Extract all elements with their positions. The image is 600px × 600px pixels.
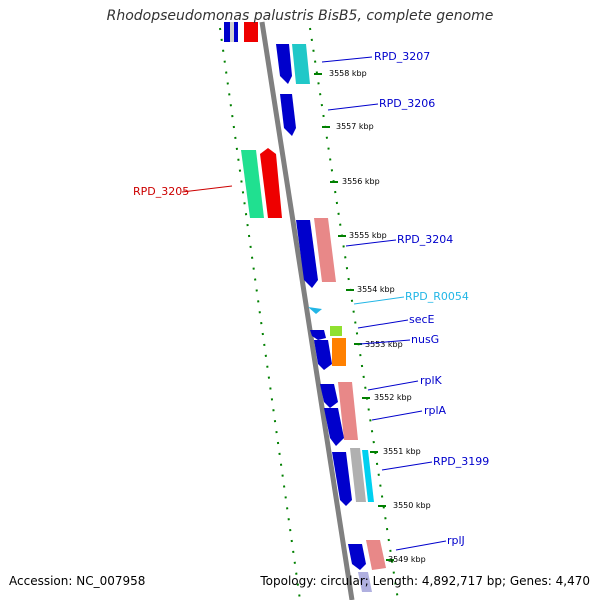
gene-RPD_3205-red — [260, 148, 282, 218]
gene-RPD_3204-blue — [296, 220, 318, 288]
tick-label: 3550 kbp — [393, 501, 431, 510]
genome-summary-text: Topology: circular; Length: 4,892,717 bp… — [260, 574, 590, 588]
gene-RPD_3206 — [280, 94, 296, 136]
map-title: Rhodopseudomonas palustris BisB5, comple… — [106, 8, 494, 24]
gene-rplA-blue — [324, 408, 344, 446]
gene-nusG-blue — [314, 340, 332, 370]
gene-label[interactable]: RPD_3204 — [397, 233, 453, 246]
gene-rplJ-blue — [348, 544, 366, 570]
tick-label: 3555 kbp — [349, 231, 387, 240]
tick-label: 3552 kbp — [374, 393, 412, 402]
tick-label: 3553 kbp — [365, 340, 403, 349]
gene-RPD_3207-blue — [276, 44, 292, 84]
gene-label[interactable]: rplJ — [447, 534, 465, 547]
gene-bottom-fragment — [358, 572, 372, 592]
gene-label[interactable]: RPD_3207 — [374, 50, 430, 63]
gene-label[interactable]: nusG — [411, 333, 439, 346]
accession-text: Accession: NC_007958 — [9, 574, 146, 588]
gene-RPD_3204-salmon — [314, 218, 336, 282]
gene-label[interactable]: RPD_R0054 — [405, 290, 469, 303]
gene-secE-green — [330, 326, 342, 336]
gene-RPD_3199-grey — [350, 448, 366, 502]
gene-RPD_3207-cyan — [292, 44, 310, 84]
gene-label[interactable]: RPD_3206 — [379, 97, 435, 110]
gene-RPD_3199-cyan — [362, 450, 374, 502]
gene-label[interactable]: rplA — [424, 404, 447, 417]
backbone — [259, 21, 355, 600]
gene-RPD_R0054 — [308, 307, 322, 314]
tick-label: 3557 kbp — [336, 122, 374, 131]
tick-label: 3554 kbp — [357, 285, 395, 294]
gene-RPD_3205-green — [241, 150, 264, 218]
tick-label: 3556 kbp — [342, 177, 380, 186]
gene-rplJ-salmon — [366, 540, 386, 570]
gene-top-fragment — [224, 22, 258, 42]
gene-rplK-salmon — [338, 382, 358, 440]
gene-label[interactable]: rplK — [420, 374, 443, 387]
gene-label[interactable]: RPD_3205 — [133, 185, 189, 198]
tick-label: 3549 kbp — [388, 555, 426, 564]
gene-label[interactable]: RPD_3199 — [433, 455, 489, 468]
gene-label[interactable]: secE — [409, 313, 435, 326]
label-leaders — [181, 56, 447, 551]
gene-nusG-orange — [332, 338, 346, 366]
gene-RPD_3199-blue — [332, 452, 352, 506]
tick-label: 3558 kbp — [329, 69, 367, 78]
tick-label: 3551 kbp — [383, 447, 421, 456]
gene-rplK-blue — [320, 384, 338, 408]
gene-secE-blue — [310, 330, 326, 340]
